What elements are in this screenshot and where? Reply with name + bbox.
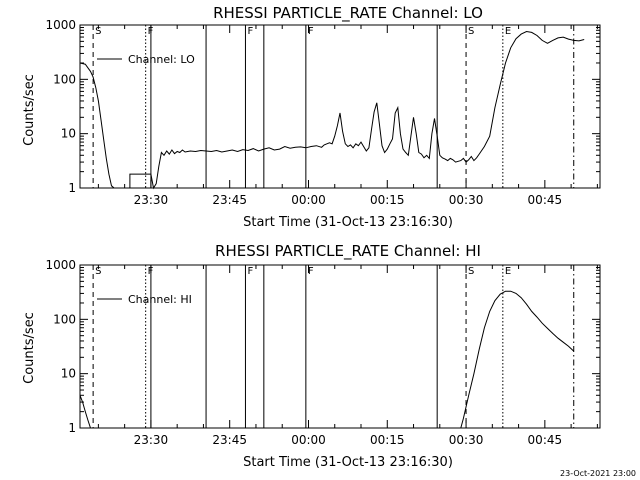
x-tick-label: 00:15 bbox=[370, 433, 405, 447]
y-tick-label: 100 bbox=[53, 72, 76, 86]
x-tick-label: 23:30 bbox=[134, 193, 169, 207]
x-tick-label: 23:45 bbox=[212, 433, 247, 447]
chart-panel-lo: RHESSI PARTICLE_RATE Channel: LO Start T… bbox=[22, 4, 601, 230]
plot-area: 1 10 100 1000 23:30 23:45 00:00 00:15 00:30 00:45… bbox=[45, 18, 601, 207]
legend-label: Channel: HI bbox=[128, 293, 192, 306]
event-marker-label: S bbox=[95, 266, 101, 277]
y-tick-label: 1 bbox=[68, 181, 76, 195]
x-tick-label: 00:00 bbox=[291, 193, 326, 207]
event-marker-label: S bbox=[468, 26, 474, 37]
x-tick-label: 23:30 bbox=[134, 433, 169, 447]
y-tick-label: 100 bbox=[53, 312, 76, 326]
y-tick-label: 10 bbox=[61, 127, 76, 141]
y-tick-label: 1000 bbox=[45, 18, 76, 32]
x-axis-label: Start Time (31-Oct-13 23:16:30) bbox=[243, 215, 453, 230]
chart-title: RHESSI PARTICLE_RATE Channel: HI bbox=[215, 242, 481, 261]
y-tick-label: 1 bbox=[68, 421, 76, 435]
event-marker-label: E bbox=[505, 26, 511, 37]
event-marker-label: E bbox=[505, 266, 511, 277]
event-marker-label: F bbox=[308, 26, 314, 37]
x-tick-label: 23:45 bbox=[212, 193, 247, 207]
y-tick-label: 1000 bbox=[45, 258, 76, 272]
x-tick-label: 00:45 bbox=[528, 433, 563, 447]
x-tick-label: 00:00 bbox=[291, 433, 326, 447]
x-tick-label: 00:45 bbox=[528, 193, 563, 207]
chart-title: RHESSI PARTICLE_RATE Channel: LO bbox=[213, 4, 483, 23]
y-axis-label: Counts/sec bbox=[22, 74, 37, 146]
series-line bbox=[79, 290, 575, 429]
chart-panel-hi: RHESSI PARTICLE_RATE Channel: HI Start T… bbox=[22, 242, 601, 470]
series-line bbox=[79, 30, 585, 190]
x-tick-label: 00:15 bbox=[370, 193, 405, 207]
axes-frame bbox=[79, 24, 601, 189]
event-marker-label: S bbox=[468, 266, 474, 277]
plot-area: 1 10 100 1000 23:30 23:45 00:00 00:15 00:30 00:45… bbox=[45, 258, 601, 447]
x-tick-label: 00:30 bbox=[449, 193, 484, 207]
footer-timestamp: 23-Oct-2021 23:00 bbox=[560, 469, 636, 478]
legend-label: Channel: LO bbox=[128, 53, 195, 66]
y-axis-label: Counts/sec bbox=[22, 312, 37, 384]
y-tick-label: 10 bbox=[61, 367, 76, 381]
event-marker-label: F bbox=[308, 266, 314, 277]
event-marker-label: F bbox=[247, 266, 253, 277]
event-marker-label: F bbox=[247, 26, 253, 37]
x-axis-label: Start Time (31-Oct-13 23:16:30) bbox=[243, 455, 453, 470]
event-marker-label: S bbox=[95, 26, 101, 37]
x-tick-label: 00:30 bbox=[449, 433, 484, 447]
